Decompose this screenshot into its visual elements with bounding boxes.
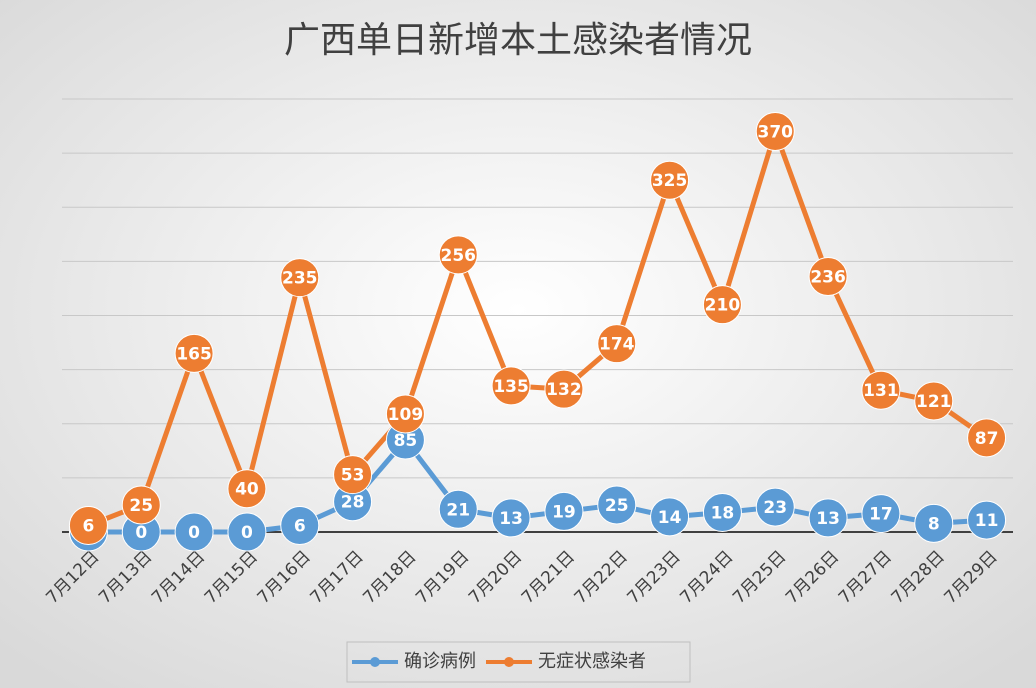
data-label: 23 (763, 498, 787, 518)
series-line (87, 128, 989, 528)
data-label: 18 (711, 504, 735, 524)
chart-title: 广西单日新增本土感染者情况 (284, 20, 752, 61)
data-label: 121 (916, 392, 952, 412)
data-label: 210 (705, 296, 741, 316)
data-point (967, 418, 1007, 458)
data-label: 165 (176, 344, 212, 364)
data-point (702, 285, 742, 325)
data-label: 40 (235, 480, 259, 500)
legend-label: 无症状感染者 (538, 651, 646, 672)
data-label: 6 (82, 517, 94, 537)
data-label: 19 (552, 502, 576, 522)
legend-marker (370, 657, 380, 667)
data-label: 13 (499, 509, 523, 529)
data-label: 235 (282, 269, 318, 289)
data-label: 132 (546, 380, 582, 400)
data-label: 25 (129, 496, 153, 516)
data-label: 174 (599, 335, 635, 355)
data-point (385, 394, 425, 434)
data-label: 21 (446, 500, 470, 520)
legend-label: 确诊病例 (404, 651, 476, 672)
data-label: 370 (758, 122, 794, 142)
data-label: 8 (928, 514, 940, 534)
data-point (544, 369, 584, 409)
data-label: 0 (135, 523, 147, 543)
data-label: 53 (341, 466, 365, 486)
data-point (861, 494, 901, 534)
data-point (491, 498, 531, 538)
legend-box (346, 641, 691, 683)
data-label: 85 (394, 431, 418, 451)
data-point (755, 111, 795, 151)
data-label: 0 (241, 523, 253, 543)
legend-marker (504, 657, 514, 667)
data-point (121, 485, 161, 525)
data-point (544, 491, 584, 531)
data-label: 109 (388, 405, 424, 425)
data-point (755, 487, 795, 527)
data-label: 14 (658, 508, 682, 528)
data-point (491, 366, 531, 406)
data-point (438, 235, 478, 275)
data-label: 131 (863, 381, 899, 401)
data-label: 236 (810, 268, 846, 288)
data-point (650, 160, 690, 200)
data-point (967, 500, 1007, 540)
data-point (808, 498, 848, 538)
data-point (597, 324, 637, 364)
data-point (227, 512, 267, 552)
data-point (702, 493, 742, 533)
data-label: 6 (294, 517, 306, 537)
data-point (861, 370, 901, 410)
data-label: 17 (869, 505, 893, 525)
data-point (174, 512, 214, 552)
data-point (280, 506, 320, 546)
data-label: 325 (652, 171, 688, 191)
data-label: 87 (975, 429, 999, 449)
data-label: 13 (816, 509, 840, 529)
data-label: 11 (975, 511, 999, 531)
data-label: 135 (493, 377, 529, 397)
data-label: 0 (188, 523, 200, 543)
data-label: 256 (441, 246, 477, 266)
data-point (227, 469, 267, 509)
data-point (914, 503, 954, 543)
data-point (280, 258, 320, 298)
data-point (333, 455, 373, 495)
data-point (650, 497, 690, 537)
data-point (914, 381, 954, 421)
data-label: 25 (605, 496, 629, 516)
data-point (438, 489, 478, 529)
data-point (597, 485, 637, 525)
data-point (68, 506, 108, 546)
data-point (174, 333, 214, 373)
data-label: 28 (341, 493, 365, 513)
data-point (808, 257, 848, 297)
